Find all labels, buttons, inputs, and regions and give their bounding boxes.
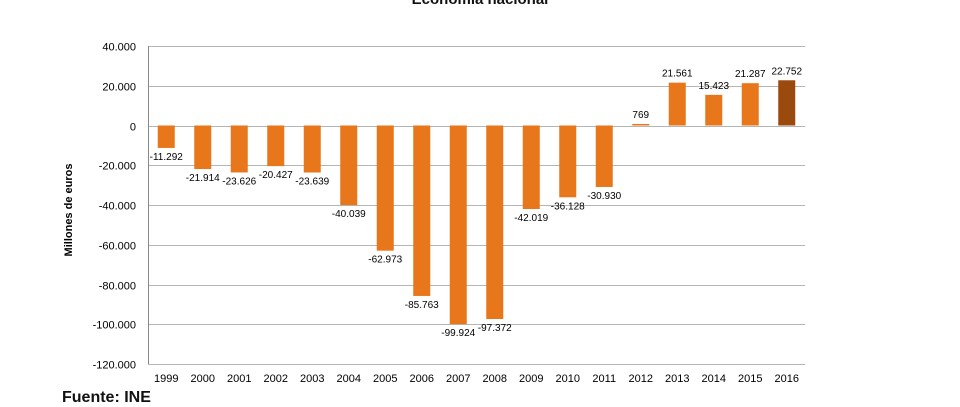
- y-axis-label: Millones de euros: [63, 164, 75, 257]
- bar: [559, 125, 577, 198]
- bar: [778, 80, 796, 126]
- y-tick-label: -40.000: [99, 201, 136, 213]
- gridlines: [148, 46, 805, 365]
- bar: [340, 125, 358, 206]
- data-label: -23.639: [295, 176, 329, 187]
- y-tick-label: -100.000: [93, 320, 136, 332]
- x-tick-label: 2015: [738, 373, 762, 385]
- data-label: -11.292: [150, 152, 184, 163]
- data-label: -99.924: [441, 328, 475, 339]
- y-tick-label: -120.000: [93, 360, 136, 372]
- bar: [376, 125, 394, 251]
- data-label: 22.752: [771, 66, 802, 77]
- bar: [194, 125, 212, 170]
- y-axis: 40.000 20.000 0 -20.000 -40.000 -60.000 -80.00…: [93, 42, 149, 372]
- data-label: -23.626: [222, 176, 256, 187]
- x-tick-label: 2002: [264, 373, 288, 385]
- bar: [632, 123, 650, 126]
- bar: [595, 125, 613, 187]
- data-label: 21.561: [662, 69, 693, 80]
- bar: [303, 125, 321, 173]
- x-tick-label: 2005: [373, 373, 397, 385]
- data-label: -21.914: [186, 173, 220, 184]
- y-tick-label: -60.000: [99, 241, 136, 253]
- bar: [230, 125, 248, 173]
- data-label: 769: [632, 110, 649, 121]
- x-tick-label: 2012: [629, 373, 653, 385]
- y-tick-label: 20.000: [102, 82, 136, 94]
- x-tick-label: 2016: [775, 373, 799, 385]
- x-tick-label: 2013: [665, 373, 689, 385]
- x-tick-label: 2014: [702, 373, 726, 385]
- y-tick-label: -80.000: [99, 281, 136, 293]
- x-tick-label: 2001: [227, 373, 251, 385]
- bar: [705, 94, 723, 126]
- bar: [449, 125, 467, 325]
- bar: [413, 125, 431, 296]
- x-tick-label: 1999: [154, 373, 178, 385]
- source-note: Fuente: INE: [62, 389, 151, 406]
- x-tick-label: 2010: [556, 373, 580, 385]
- data-label: -42.019: [514, 213, 548, 224]
- data-label: -20.427: [259, 170, 293, 181]
- data-label: 15.423: [698, 81, 729, 92]
- data-label: -36.128: [551, 201, 585, 212]
- data-label: -85.763: [405, 300, 439, 311]
- x-tick-label: 2008: [483, 373, 507, 385]
- data-label: -97.372: [478, 323, 512, 334]
- y-tick-label: -20.000: [99, 161, 136, 173]
- x-axis: 1999 2000 2001 2002 2003 2004 2005 2006 2007 2008…: [154, 373, 799, 385]
- bar: [522, 125, 540, 210]
- bar: [486, 125, 504, 320]
- bar: [157, 125, 175, 148]
- x-tick-label: 2004: [337, 373, 361, 385]
- chart-title: Economía nacional: [0, 0, 960, 8]
- data-label: -30.930: [587, 191, 621, 202]
- data-label: -40.039: [332, 209, 366, 220]
- bars: -11.292-21.914 -23.626-20.427-23.639 -40.0…: [150, 66, 803, 339]
- bar: [267, 125, 285, 167]
- x-tick-label: 2011: [592, 373, 616, 385]
- x-tick-label: 2000: [191, 373, 215, 385]
- bar: [668, 82, 686, 126]
- x-tick-label: 2003: [300, 373, 324, 385]
- data-label: 21.287: [735, 69, 766, 80]
- x-tick-label: 2007: [446, 373, 470, 385]
- x-tick-label: 2009: [519, 373, 543, 385]
- x-tick-label: 2006: [410, 373, 434, 385]
- data-label: -62.973: [368, 255, 402, 266]
- y-tick-label: 40.000: [102, 42, 136, 54]
- bar: [741, 83, 759, 126]
- y-tick-label: 0: [130, 122, 136, 134]
